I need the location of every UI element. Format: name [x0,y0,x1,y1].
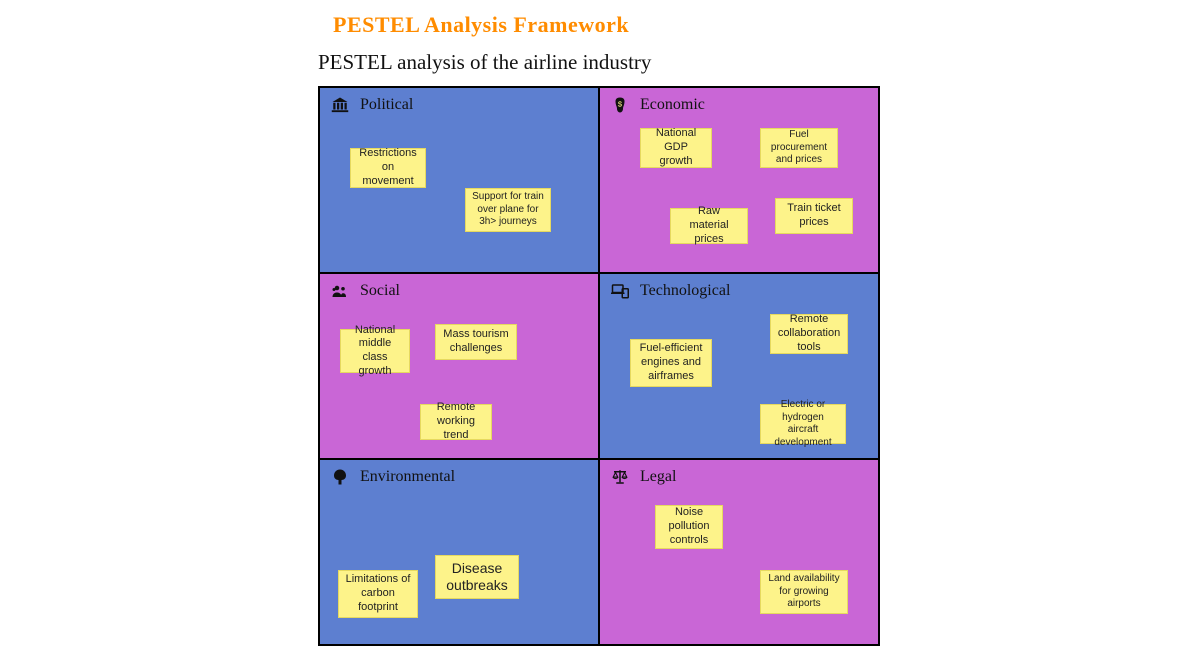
sticky-note[interactable]: Land availability for growing airports [760,570,848,614]
cell-label: Political [360,96,413,114]
sticky-note[interactable]: Remote working trend [420,404,492,440]
cell-legal: Legal Noise pollution controls Land availa… [599,459,879,645]
bank-icon [330,96,350,114]
sticky-note[interactable]: Disease outbreaks [435,555,519,599]
money-icon: $ [610,96,630,114]
cell-header-social: Social [330,282,400,300]
cell-header-technological: Technological [610,282,730,300]
sticky-note[interactable]: Raw material prices [670,208,748,244]
devices-icon [610,282,630,300]
cell-header-economic: $ Economic [610,96,705,114]
cell-header-legal: Legal [610,468,676,486]
cell-environmental: Environmental Limitations of carbon footp… [319,459,599,645]
cell-political: Political Restrictions on movement Support… [319,87,599,273]
cell-technological: Technological Fuel-efficient engines and … [599,273,879,459]
sticky-note[interactable]: Remote collaboration tools [770,314,848,354]
cell-header-political: Political [330,96,413,114]
scale-icon [610,468,630,486]
tree-icon [330,468,350,486]
people-icon [330,282,350,300]
sticky-note[interactable]: National middle class growth [340,329,410,373]
sticky-note[interactable]: Fuel procurement and prices [760,128,838,168]
sticky-note[interactable]: National GDP growth [640,128,712,168]
sticky-note[interactable]: Support for train over plane for 3h> jou… [465,188,551,232]
cell-economic: $ Economic National GDP growth Fuel procure… [599,87,879,273]
pestel-grid: Political Restrictions on movement Support… [318,86,880,646]
cell-social: Social National middle class growth Mass t… [319,273,599,459]
cell-label: Technological [640,282,730,300]
sticky-note[interactable]: Limitations of carbon footprint [338,570,418,618]
sticky-note[interactable]: Noise pollution controls [655,505,723,549]
page-title: PESTEL Analysis Framework [333,12,629,38]
page-subtitle: PESTEL analysis of the airline industry [318,50,651,75]
sticky-note[interactable]: Mass tourism challenges [435,324,517,360]
cell-label: Environmental [360,468,455,486]
sticky-note[interactable]: Fuel-efficient engines and airframes [630,339,712,387]
cell-header-environmental: Environmental [330,468,455,486]
cell-label: Economic [640,96,705,114]
cell-label: Legal [640,468,676,486]
sticky-note[interactable]: Restrictions on movement [350,148,426,188]
cell-label: Social [360,282,400,300]
sticky-note[interactable]: Electric or hydrogen aircraft developmen… [760,404,846,444]
sticky-note[interactable]: Train ticket prices [775,198,853,234]
page: PESTEL Analysis Framework PESTEL analysi… [0,0,1200,663]
